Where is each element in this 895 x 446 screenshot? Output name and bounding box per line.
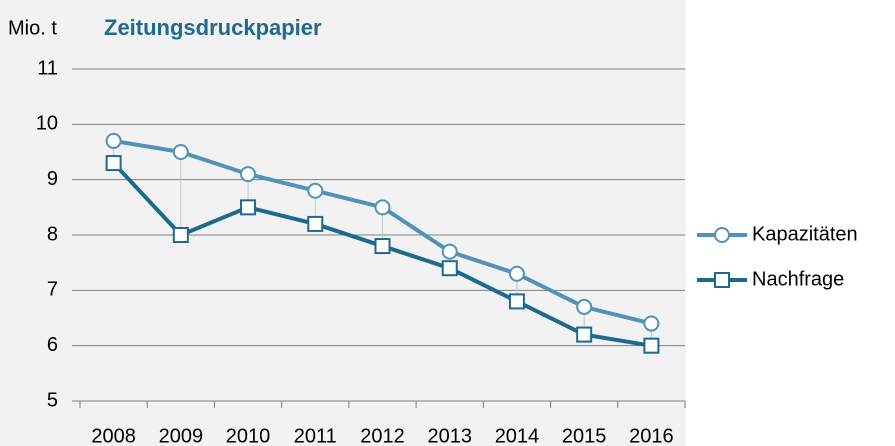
data-point [307, 215, 324, 232]
x-tick-label: 2013 [427, 425, 472, 446]
data-point [643, 315, 660, 332]
data-point [441, 243, 458, 260]
data-point [105, 155, 122, 172]
data-point [374, 238, 391, 255]
y-tick-label: 11 [37, 57, 58, 79]
data-point [105, 132, 122, 149]
x-tick-label: 2011 [294, 425, 337, 446]
data-point [441, 260, 458, 277]
legend-label: Nachfrage [752, 268, 844, 290]
y-tick-label: 10 [36, 113, 58, 135]
legend-marker [714, 227, 730, 243]
data-point [576, 298, 593, 315]
x-tick-label: 2010 [226, 425, 271, 446]
y-tick-label: 7 [47, 279, 58, 301]
data-point [374, 199, 391, 216]
y-tick-label: 6 [47, 334, 58, 356]
chart-title: Zeitungsdruckpapier [104, 15, 322, 40]
data-point [508, 265, 525, 282]
x-tick-label: 2012 [360, 425, 405, 446]
data-point [508, 293, 525, 310]
x-tick-label: 2015 [562, 425, 607, 446]
y-tick-label: 8 [47, 223, 58, 245]
data-point [643, 337, 660, 354]
legend-label: Kapazitäten [752, 223, 858, 245]
y-tick-label: 5 [47, 389, 58, 411]
legend-marker [714, 272, 730, 288]
data-point [172, 227, 189, 243]
data-point [240, 199, 257, 216]
x-tick-label: 2009 [159, 425, 204, 446]
x-tick-label: 2008 [91, 425, 136, 446]
y-tick-label: 9 [47, 168, 58, 190]
plot-background [0, 0, 686, 446]
x-tick-label: 2016 [629, 425, 674, 446]
data-point [576, 326, 593, 343]
x-tick-label: 2014 [495, 425, 540, 446]
data-point [240, 166, 257, 183]
data-point [172, 144, 189, 160]
data-point [307, 182, 324, 199]
y-axis-label: Mio. t [8, 17, 57, 39]
